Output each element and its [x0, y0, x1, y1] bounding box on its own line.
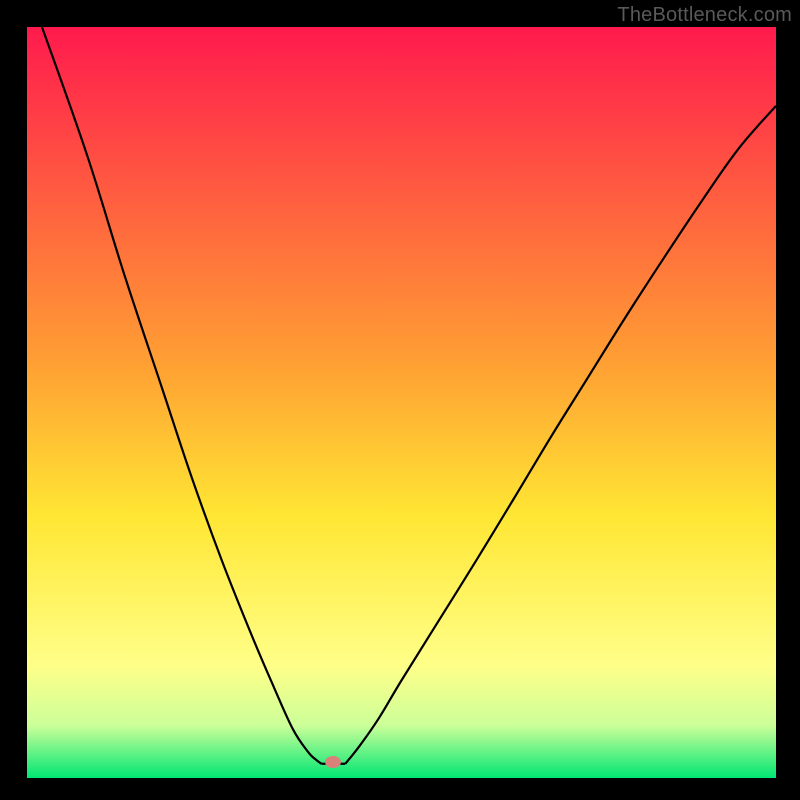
curve-left-branch — [42, 27, 321, 764]
bottleneck-curve — [27, 27, 776, 778]
watermark-text: TheBottleneck.com — [617, 4, 792, 27]
chart-container: TheBottleneck.com — [0, 0, 800, 800]
curve-right-branch — [345, 106, 776, 764]
plot-area — [27, 27, 776, 778]
